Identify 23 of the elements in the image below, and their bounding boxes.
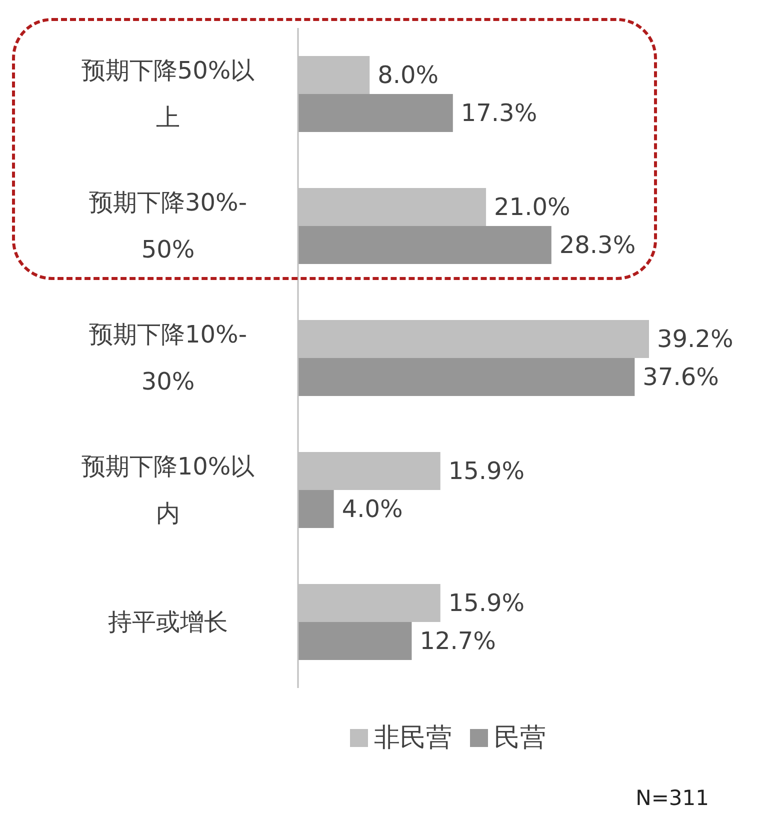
- y-tick-label: 预期下降50%以上: [81, 56, 255, 132]
- legend-label: 非民营: [374, 722, 452, 755]
- bar: [298, 94, 453, 132]
- data-label: 12.7%: [420, 627, 496, 655]
- y-tick-label: 预期下降30%-50%: [88, 188, 248, 264]
- bar: [298, 490, 334, 528]
- y-tick-label: 预期下降10%-30%: [88, 320, 248, 396]
- data-label: 15.9%: [448, 457, 525, 485]
- legend-label: 民营: [494, 722, 546, 755]
- y-tick-label: 预期下降10%以内: [81, 452, 255, 528]
- bar: [298, 226, 552, 264]
- data-label: 39.2%: [657, 325, 734, 353]
- data-label: 21.0%: [494, 193, 570, 221]
- text: N=311: [636, 786, 709, 810]
- bar: [298, 358, 635, 396]
- data-label: 28.3%: [559, 231, 636, 259]
- data-label: 15.9%: [448, 589, 525, 617]
- data-label: 17.3%: [460, 99, 538, 127]
- y-tick-label: 持平或增长: [108, 608, 228, 636]
- bar: [298, 622, 412, 660]
- data-label: 4.0%: [342, 495, 403, 523]
- data-label: 37.6%: [642, 363, 719, 391]
- data-label: 8.0%: [378, 61, 439, 89]
